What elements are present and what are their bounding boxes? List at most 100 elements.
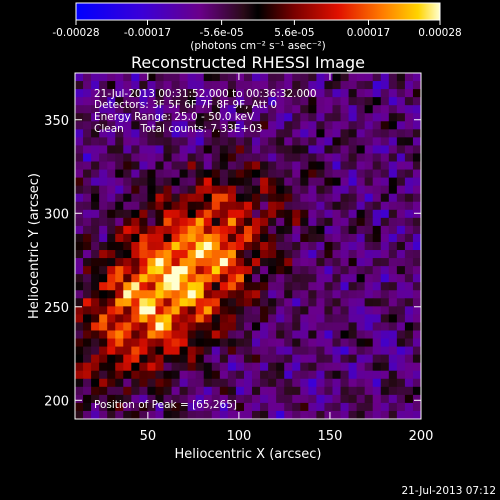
heatmap-cell [107, 241, 116, 251]
heatmap-cell [227, 121, 237, 130]
heatmap-cell [139, 105, 149, 114]
heatmap-cell [179, 193, 189, 203]
heatmap-cell [219, 209, 229, 219]
heatmap-cell [292, 113, 301, 122]
heatmap-cell [364, 258, 374, 267]
heatmap-cell [364, 225, 374, 235]
heatmap-cell [404, 298, 414, 307]
heatmap-cell [187, 346, 197, 356]
heatmap-cell [412, 137, 421, 147]
heatmap-cell [123, 314, 132, 324]
heatmap-cell [83, 185, 92, 195]
heatmap-cell [147, 241, 157, 251]
heatmap-cell [147, 274, 157, 283]
heatmap-cell [115, 241, 124, 251]
heatmap-cell [380, 209, 390, 219]
heatmap-cell [163, 233, 173, 243]
heatmap-cell [404, 241, 414, 251]
heatmap-cell [171, 145, 181, 155]
heatmap-cell [324, 290, 334, 299]
heatmap-cell [99, 217, 108, 227]
heatmap-cell [187, 73, 197, 82]
heatmap-cell [131, 354, 140, 364]
heatmap-cell [75, 378, 84, 388]
heatmap-cell [171, 193, 181, 203]
heatmap-cell [276, 346, 285, 356]
heatmap-cell [348, 362, 358, 372]
heatmap-cell [276, 161, 285, 171]
heatmap-cell [300, 362, 309, 372]
plot-frame [74, 72, 422, 420]
heatmap-cell [372, 225, 382, 235]
heatmap-cell [404, 209, 414, 219]
heatmap-cell [179, 225, 189, 235]
heatmap-cell [83, 354, 92, 364]
heatmap-cell [227, 378, 237, 388]
heatmap-cell [211, 274, 221, 283]
heatmap-cell [404, 217, 414, 227]
heatmap-cell [155, 121, 165, 130]
heatmap-cell [107, 338, 116, 348]
heatmap-cell [388, 201, 398, 211]
heatmap-cell [91, 298, 100, 307]
heatmap-cell [372, 410, 382, 419]
heatmap-cell [308, 298, 317, 307]
heatmap-cell [324, 201, 334, 211]
heatmap-cell [155, 209, 165, 219]
heatmap-cell [123, 378, 132, 388]
heatmap-cell [115, 233, 124, 243]
heatmap-cell [316, 233, 326, 243]
heatmap-cell [115, 386, 124, 396]
heatmap-cell [91, 201, 100, 211]
heatmap-cell [348, 250, 358, 259]
heatmap-cell [115, 282, 124, 291]
heatmap-cell [163, 137, 173, 147]
heatmap-cell [171, 386, 181, 396]
heatmap-cell [131, 217, 140, 227]
heatmap-cell [235, 338, 245, 348]
heatmap-cell [131, 97, 140, 106]
heatmap-cell [107, 161, 116, 171]
heatmap-cell [292, 394, 301, 404]
heatmap-cell [131, 274, 140, 283]
heatmap-cell [404, 402, 414, 412]
heatmap-cell [107, 322, 116, 332]
heatmap-cell [356, 153, 366, 163]
heatmap-cell [396, 362, 406, 372]
heatmap-cell [404, 394, 414, 404]
heatmap-cell [324, 177, 334, 187]
heatmap-cell [227, 258, 237, 267]
heatmap-cell [219, 233, 229, 243]
heatmap-cell [91, 193, 100, 203]
heatmap-cell [179, 290, 189, 299]
heatmap-cell [123, 338, 132, 348]
heatmap-cell [404, 274, 414, 283]
heatmap-cell [356, 73, 366, 82]
heatmap-cell [211, 121, 221, 130]
heatmap-cell [227, 402, 237, 412]
heatmap-cell [195, 274, 205, 283]
heatmap-cell [284, 378, 293, 388]
heatmap-cell [195, 145, 205, 155]
heatmap-cell [235, 282, 245, 291]
heatmap-cell [131, 161, 140, 171]
heatmap-cell [227, 169, 237, 179]
heatmap-cell [235, 169, 245, 179]
heatmap-cell [348, 89, 358, 98]
heatmap-cell [316, 113, 326, 122]
heatmap-cell [260, 161, 269, 171]
heatmap-cell [292, 258, 301, 267]
heatmap-cell [308, 306, 317, 315]
heatmap-cell [308, 290, 317, 299]
heatmap-cell [83, 241, 92, 251]
heatmap-cell [372, 290, 382, 299]
heatmap-cell [356, 137, 366, 147]
heatmap-cell [276, 410, 285, 419]
heatmap-cell [268, 362, 277, 372]
heatmap-cell [372, 201, 382, 211]
heatmap-cell [163, 169, 173, 179]
heatmap-cell [364, 89, 374, 98]
heatmap-cell [372, 241, 382, 251]
heatmap-cell [115, 298, 124, 307]
heatmap-cell [260, 274, 269, 283]
